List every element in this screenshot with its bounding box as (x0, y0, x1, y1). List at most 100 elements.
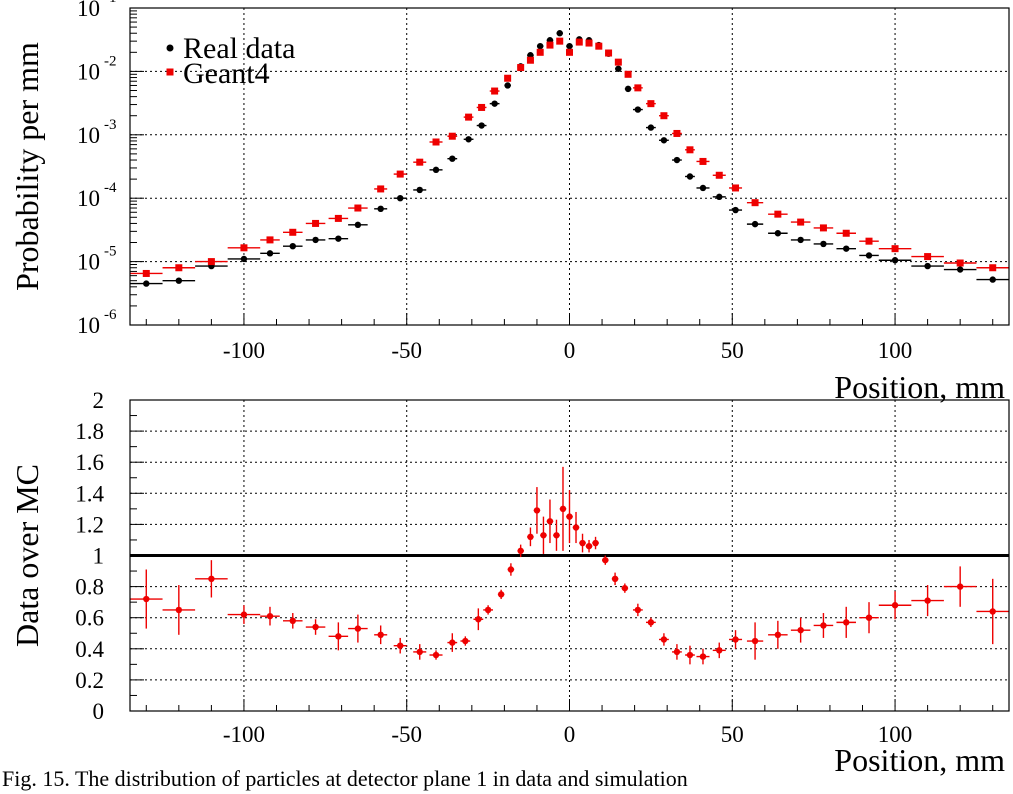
bottom-data-point (527, 533, 534, 541)
legend-marker-real-data (166, 44, 174, 52)
bottom-x-tick-label: 50 (721, 722, 744, 747)
bottom-data-point (579, 539, 586, 547)
top-data-point-real (699, 184, 707, 192)
top-y-tick-base: 10 (77, 186, 100, 211)
top-data-point-real (397, 195, 404, 202)
top-data-point-real (615, 65, 622, 72)
top-data-point-geant4 (751, 199, 759, 207)
legend-marker-geant4 (166, 68, 174, 76)
top-data-point-geant4 (595, 42, 603, 50)
top-data-point-real (478, 122, 485, 129)
bottom-data-point (416, 648, 423, 656)
bottom-data-point (699, 653, 707, 660)
top-data-point-geant4 (142, 269, 150, 277)
bottom-y-tick-label: 1.6 (75, 450, 104, 475)
bottom-data-point (289, 617, 296, 625)
bottom-plot-frame (129, 399, 1010, 712)
bottom-data-point (475, 616, 482, 623)
top-data-point-geant4 (614, 58, 622, 66)
bottom-y-tick-label: 1 (93, 544, 105, 569)
top-data-point-real (843, 245, 850, 252)
top-y-tick-exponent: -2 (104, 53, 117, 69)
top-y-tick-base: 10 (77, 59, 100, 84)
top-y-tick-exponent: -3 (104, 117, 117, 133)
figure-caption: Fig. 15. The distribution of particles a… (2, 766, 688, 791)
top-data-point-geant4 (660, 112, 668, 120)
top-y-tick-labels: 10-110-210-310-410-510-6 (77, 0, 117, 338)
top-x-tick-label: 50 (721, 338, 744, 363)
bottom-data-point (891, 602, 899, 609)
bottom-data-point (566, 513, 573, 520)
bottom-data-point (924, 597, 931, 604)
top-data-point-geant4 (334, 214, 342, 222)
top-data-point-geant4 (566, 48, 573, 56)
bottom-data-point (660, 636, 668, 643)
top-data-point-geant4 (266, 236, 274, 244)
bottom-data-point (484, 606, 492, 614)
top-data-point-real (312, 236, 319, 244)
top-data-point-geant4 (416, 158, 424, 166)
top-data-point-real (686, 173, 694, 180)
bottom-data-point (673, 648, 681, 656)
bottom-data-point (432, 651, 440, 659)
bottom-data-point (716, 647, 723, 654)
top-data-point-geant4 (865, 237, 873, 245)
top-data-point-real (774, 230, 782, 237)
top-data-point-real (537, 42, 544, 50)
bottom-data-point (621, 584, 629, 592)
top-data-point-real (647, 124, 655, 131)
bottom-data-point (517, 547, 524, 555)
bottom-data-point (611, 575, 619, 583)
top-data-point-geant4 (575, 38, 583, 46)
bottom-data-point (865, 614, 873, 621)
top-data-point-real (377, 205, 384, 213)
bottom-y-tick-labels: 0 0.2 0.4 0.6 0.8 1 1.2 1.4 1.6 1.8 2 (75, 388, 104, 724)
top-x-tick-label: -50 (391, 338, 422, 363)
top-data-point-real (865, 252, 873, 259)
bottom-data-point (462, 637, 469, 645)
bottom-panel: -100 -50 0 50 100 0 0.2 0.4 0.6 0.8 1 1.2 1.4 1.6 1.8… (9, 388, 1010, 778)
bottom-data-point (497, 591, 505, 598)
top-y-tick-base: 10 (77, 313, 100, 338)
top-data-points (130, 30, 1009, 287)
bottom-data-point (312, 623, 319, 631)
bottom-data-points (130, 466, 1009, 665)
top-data-point-geant4 (989, 264, 997, 272)
top-data-point-real (175, 277, 183, 284)
bottom-x-tick-label: -50 (391, 722, 422, 747)
bottom-y-tick-label: 2 (93, 388, 105, 413)
top-data-point-geant4 (175, 264, 183, 272)
top-data-point-geant4 (396, 170, 404, 178)
bottom-data-point (989, 608, 996, 615)
top-data-point-real (956, 266, 964, 273)
bottom-data-point (820, 622, 827, 629)
top-data-point-geant4 (715, 171, 723, 179)
bottom-ticks (130, 399, 994, 712)
top-data-point-geant4 (774, 210, 782, 218)
top-data-point-real (143, 280, 150, 287)
top-x-tick-label: 0 (564, 338, 576, 363)
bottom-x-axis-title: Position, mm (834, 742, 1005, 778)
top-data-point-geant4 (526, 56, 534, 64)
bottom-data-point (507, 566, 515, 573)
top-data-point-real (624, 85, 632, 93)
top-data-point-geant4 (289, 228, 297, 236)
top-data-point-geant4 (634, 84, 642, 92)
bottom-data-point (546, 518, 554, 525)
top-data-point-geant4 (686, 146, 694, 154)
top-data-point-real (660, 137, 668, 144)
top-y-tick-exponent: -1 (104, 0, 117, 6)
top-data-point-real (716, 193, 723, 201)
top-data-point-geant4 (842, 229, 850, 237)
top-data-point-real (416, 186, 423, 194)
bottom-y-axis-title: Data over MC (9, 464, 45, 647)
top-data-point-geant4 (478, 103, 486, 111)
top-y-tick-base: 10 (77, 0, 100, 21)
top-data-point-geant4 (647, 100, 655, 108)
top-grid (130, 8, 1009, 325)
top-data-point-real (266, 250, 274, 257)
top-data-point-real (465, 136, 472, 143)
bottom-data-point (602, 556, 609, 564)
bottom-data-point (774, 631, 782, 639)
legend-label-geant4: Geant4 (183, 57, 270, 90)
